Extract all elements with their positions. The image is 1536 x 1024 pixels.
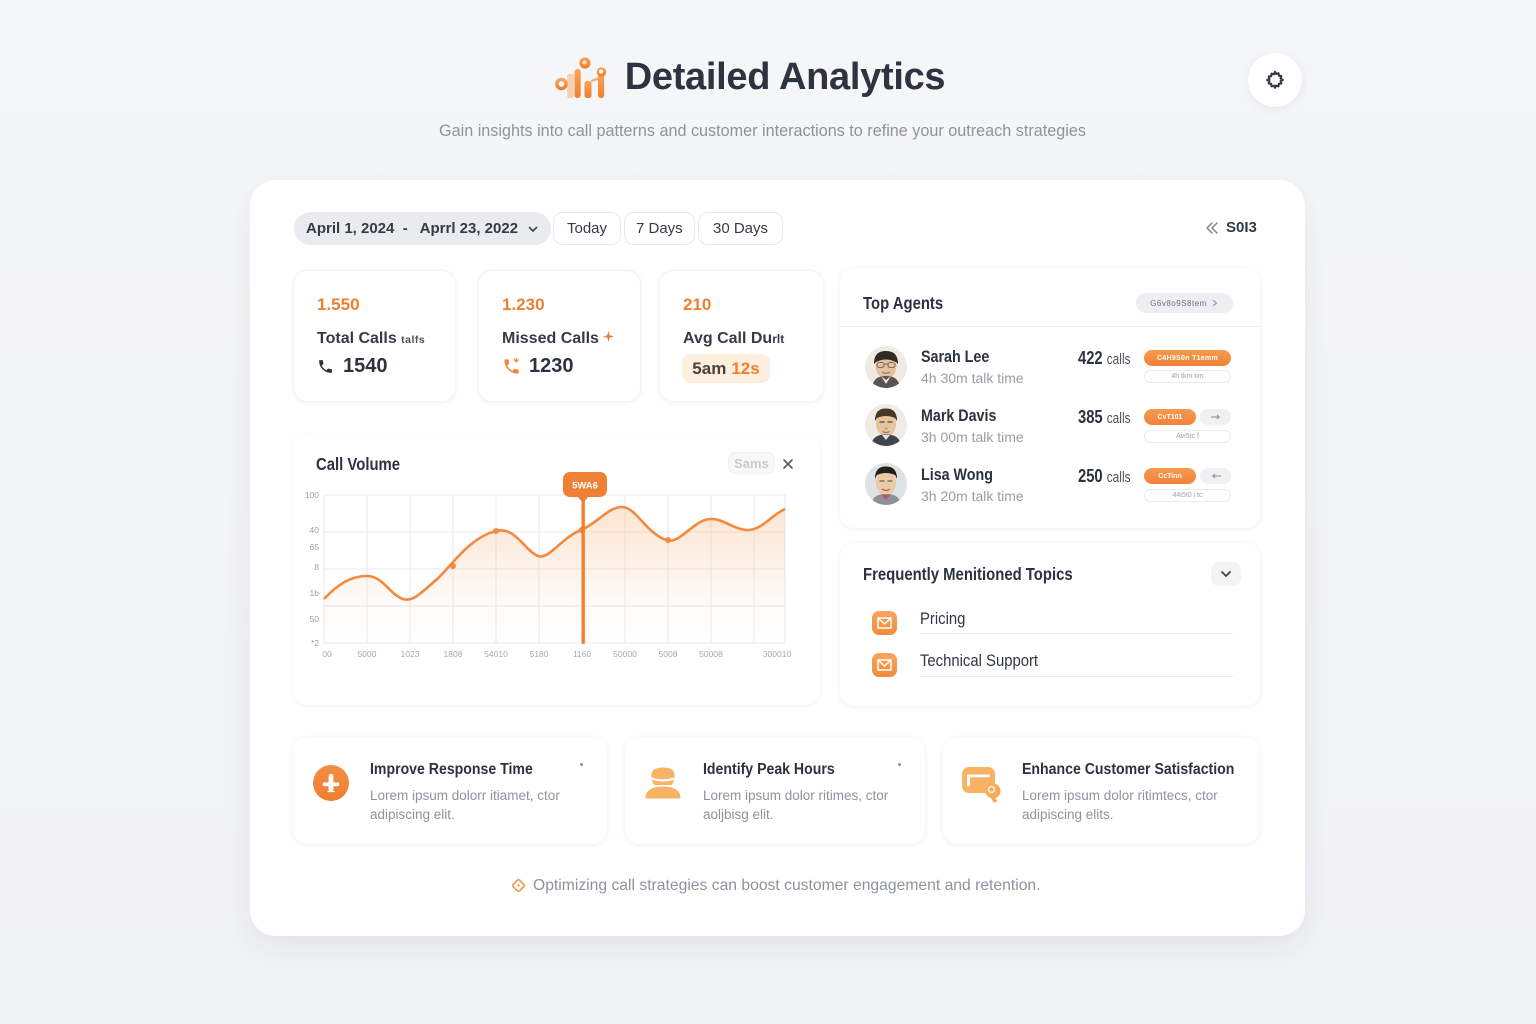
svg-text:54010: 54010 [484,649,508,659]
svg-text:5WA6: 5WA6 [572,481,598,492]
svg-text:100: 100 [305,490,319,500]
svg-text:8: 8 [314,562,319,572]
svg-text:50008: 50008 [699,649,723,659]
svg-text:1023: 1023 [401,649,420,659]
svg-text:1b: 1b [310,588,320,598]
svg-text:5180: 5180 [530,649,549,659]
svg-text:*2: *2 [311,638,319,648]
svg-text:50000: 50000 [613,649,637,659]
svg-text:00: 00 [322,649,332,659]
svg-text:65: 65 [310,542,320,552]
svg-text:40: 40 [310,525,320,535]
svg-text:1160: 1160 [573,649,592,659]
svg-text:5008: 5008 [659,649,678,659]
svg-text:50: 50 [310,614,320,624]
svg-text:5000: 5000 [358,649,377,659]
svg-text:300010: 300010 [763,649,792,659]
svg-text:1808: 1808 [444,649,463,659]
